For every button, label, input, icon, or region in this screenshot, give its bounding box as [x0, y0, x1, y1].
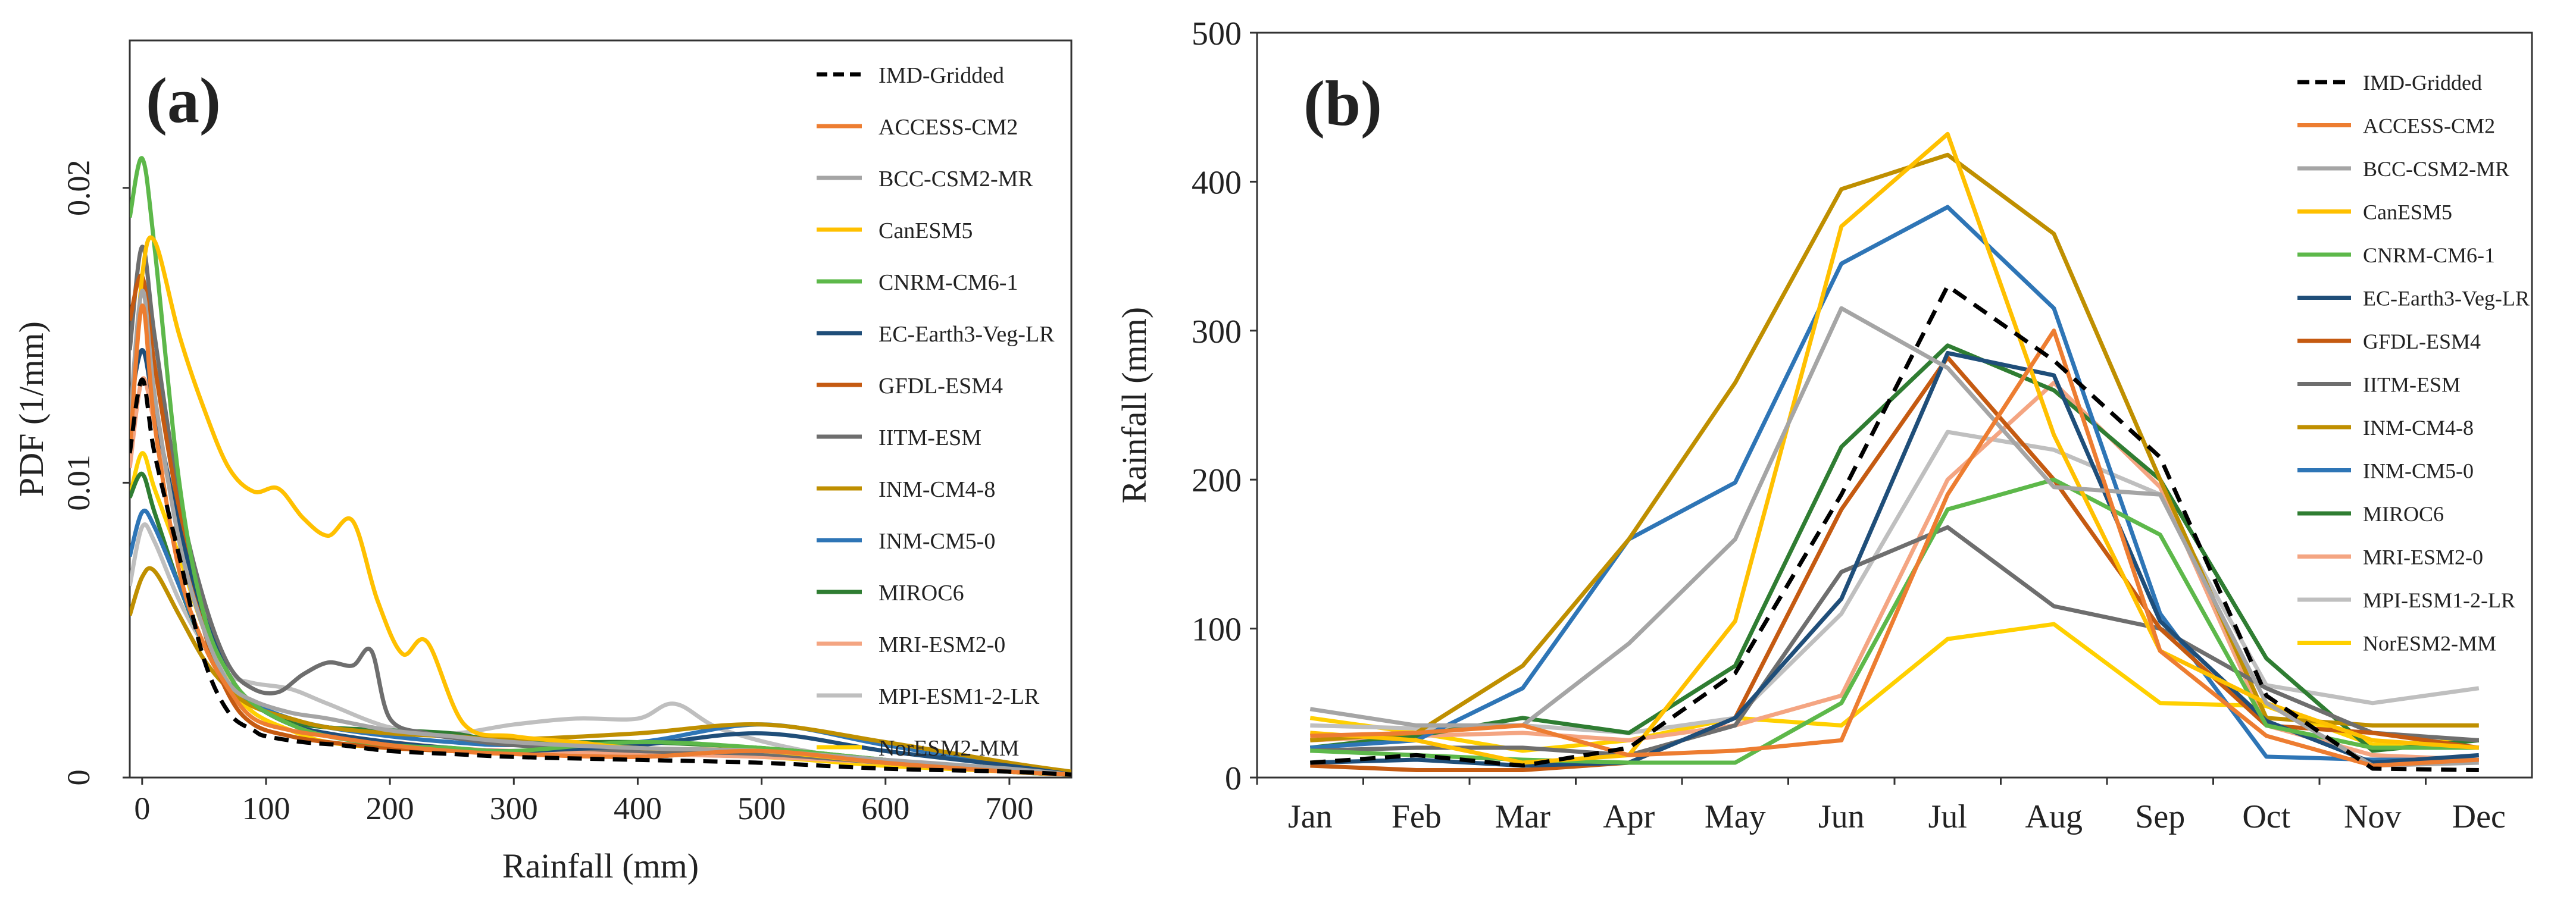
x-tick-label: Mar — [1495, 798, 1551, 835]
legend-label-imd-gridded: IMD-Gridded — [879, 63, 1004, 88]
legend-label-miroc6: MIROC6 — [2363, 502, 2444, 526]
legend-label-mpi-esm1-2-lr: MPI-ESM1-2-LR — [879, 684, 1040, 709]
series-line-access-cm2 — [1310, 328, 2479, 768]
series-line-bcc-csm2-mr — [1309, 306, 2479, 768]
x-tick-label: May — [1705, 798, 1766, 835]
y-tick-label: 0 — [1225, 760, 1242, 797]
x-tick-label: Jan — [1288, 798, 1333, 835]
legend-label-ec-earth3-veg-lr: EC-Earth3-Veg-LR — [2363, 287, 2530, 311]
x-tick-label: Jul — [1928, 798, 1967, 835]
legend-label-inm-cm4-8: INM-CM4-8 — [2363, 416, 2474, 440]
series-line-imd-gridded — [130, 377, 1071, 777]
legend-label-imd-gridded: IMD-Gridded — [2363, 71, 2482, 95]
panel-b: Jan Feb Mar Apr May Jun Jul Aug Sep Oct Nov Dec 0 100… — [1115, 15, 2533, 835]
legend-label-gfdl-esm4: GFDL-ESM4 — [879, 374, 1003, 399]
y-axis-title: PDF (1/mm) — [12, 321, 51, 497]
x-tick-label: 0 — [134, 791, 150, 826]
y-tick-label: 100 — [1192, 612, 1242, 648]
x-axis-title: Rainfall (mm) — [502, 847, 699, 885]
legend-label-bcc-csm2-mr: BCC-CSM2-MR — [2363, 157, 2509, 181]
x-tick-label: Apr — [1603, 798, 1655, 835]
series-group-a — [130, 156, 1071, 777]
legend-label-noresm2-mm: NorESM2-MM — [879, 736, 1019, 761]
plot-area-a — [129, 39, 1073, 779]
panel-a: 0 100 200 300 400 500 600 700 0 0.01 0.02 Rainfall … — [12, 39, 1073, 885]
y-tick-label: 200 — [1192, 462, 1242, 499]
series-line-inm-cm4-8 — [1310, 152, 2479, 742]
x-tick-label: Jun — [1818, 798, 1865, 835]
legend-label-cnrm-cm6-1: CNRM-CM6-1 — [879, 270, 1018, 295]
legend-label-iitm-esm: IITM-ESM — [879, 425, 981, 450]
x-tick-label: 500 — [737, 791, 786, 826]
x-tick-label: 200 — [366, 791, 414, 826]
series-line-access-cm2 — [130, 303, 1071, 777]
y-tick-label: 400 — [1192, 164, 1242, 201]
series-line-miroc6 — [1309, 343, 2480, 753]
panel-label-a: (a) — [146, 65, 221, 136]
series-line-inm-cm4-8 — [130, 566, 1071, 774]
x-tick-label: Oct — [2242, 798, 2290, 835]
legend-label-gfdl-esm4: GFDL-ESM4 — [2363, 330, 2481, 353]
x-tick-label: 100 — [242, 791, 290, 826]
y-axis-title: Rainfall (mm) — [1115, 307, 1153, 503]
y-tick-label: 0 — [61, 770, 96, 786]
series-line-cnrm-cm6-1 — [130, 156, 1071, 777]
legend-label-noresm2-mm: NorESM2-MM — [2363, 632, 2496, 656]
legend-label-inm-cm5-0: INM-CM5-0 — [2363, 459, 2474, 483]
legend-label-iitm-esm: IITM-ESM — [2363, 373, 2461, 397]
legend-label-ec-earth3-veg-lr: EC-Earth3-Veg-LR — [879, 322, 1055, 347]
series-line-miroc6 — [130, 472, 1071, 777]
x-tick-label: 300 — [490, 791, 538, 826]
series-line-inm-cm5-0 — [1310, 205, 2479, 762]
y-tick-label: 0.01 — [61, 455, 96, 511]
legend-label-inm-cm5-0: INM-CM5-0 — [879, 529, 995, 554]
legend-label-mpi-esm1-2-lr: MPI-ESM1-2-LR — [2363, 588, 2515, 612]
x-tick-label: Aug — [2025, 798, 2083, 835]
legend-label-cnrm-cm6-1: CNRM-CM6-1 — [2363, 243, 2495, 267]
series-line-iitm-esm — [1310, 525, 2480, 757]
x-tick-label: 600 — [861, 791, 909, 826]
x-tick-label: Dec — [2452, 798, 2506, 835]
legend-label-mri-esm2-0: MRI-ESM2-0 — [2363, 546, 2483, 569]
panel-label-b: (b) — [1303, 68, 1382, 139]
legend-label-bcc-csm2-mr: BCC-CSM2-MR — [879, 167, 1033, 192]
legend-label-inm-cm4-8: INM-CM4-8 — [879, 477, 995, 502]
legend-label-canesm5: CanESM5 — [879, 218, 973, 243]
legend-label-access-cm2: ACCESS-CM2 — [2363, 114, 2495, 138]
x-tick-label: 700 — [985, 791, 1033, 826]
series-line-imd-gridded — [1310, 284, 2479, 772]
y-tick-label: 300 — [1192, 314, 1242, 350]
x-tick-label: Feb — [1392, 798, 1442, 835]
y-tick-label: 0.02 — [61, 160, 96, 217]
x-tick-label: Sep — [2135, 798, 2185, 835]
x-tick-label: 400 — [614, 791, 662, 826]
plot-area-b — [1256, 32, 2533, 779]
legend-label-mri-esm2-0: MRI-ESM2-0 — [879, 632, 1005, 657]
series-line-iitm-esm — [130, 245, 1071, 777]
legend-label-miroc6: MIROC6 — [879, 581, 964, 606]
legend-label-access-cm2: ACCESS-CM2 — [879, 115, 1018, 140]
legend-label-canesm5: CanESM5 — [2363, 200, 2452, 224]
x-tick-label: Nov — [2344, 798, 2401, 835]
y-tick-label: 500 — [1192, 15, 1242, 52]
series-line-canesm5 — [1310, 131, 2480, 765]
